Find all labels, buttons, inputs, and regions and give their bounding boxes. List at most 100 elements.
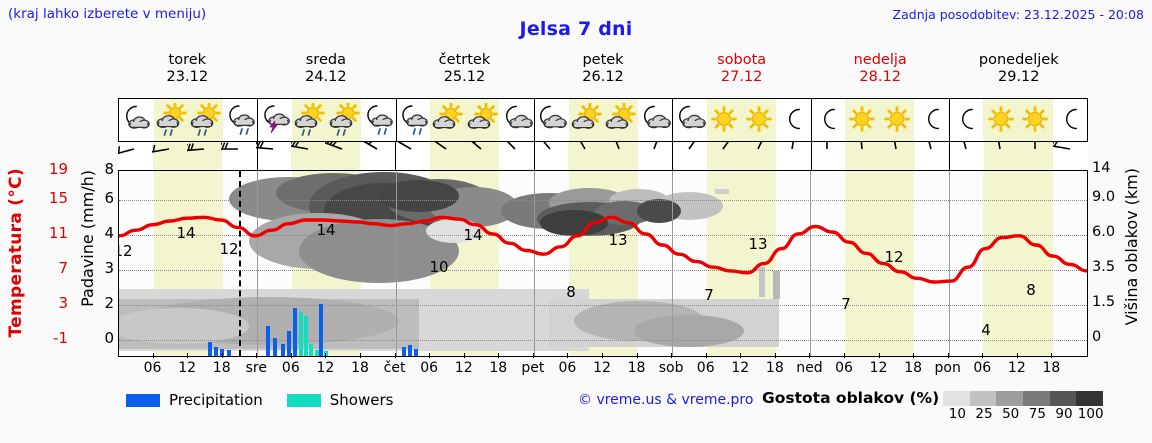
weather-icon-moon	[810, 99, 846, 141]
wind-barb	[255, 142, 292, 170]
wind-barb	[568, 142, 603, 170]
time-tick-label: pet	[521, 360, 545, 376]
wind-barb	[533, 142, 569, 170]
time-tick-label: 12	[869, 360, 888, 376]
time-tick-label: 18	[1042, 360, 1061, 376]
gridline-day	[396, 171, 397, 356]
weather-icon-sun-cloud	[568, 99, 604, 141]
time-tick-label: 12	[1007, 360, 1026, 376]
axis-tick-mark	[878, 353, 880, 358]
axis-tick: 1.5	[1092, 294, 1116, 311]
gridline-day	[810, 171, 811, 356]
temperature-value-label: 14	[176, 224, 196, 242]
weather-icon-sun	[879, 99, 915, 141]
weather-icon-night-cloud	[533, 99, 569, 141]
axis-tick: 15	[48, 188, 68, 207]
day-name: četrtek	[438, 52, 491, 68]
axis-tick-mark	[705, 353, 707, 358]
axis-tick: 9.0	[1092, 188, 1116, 205]
weather-icon-moon	[948, 99, 984, 141]
axis-tick-mark	[602, 353, 603, 358]
day-name: petek	[582, 52, 624, 68]
precipitation-bar	[266, 326, 270, 356]
precipitation-bar	[281, 344, 285, 356]
wind-barb	[915, 142, 950, 170]
axis-tick: -1	[53, 329, 68, 348]
axis-tick-mark	[567, 353, 569, 358]
day-header-2: četrtek 25.12	[395, 52, 534, 97]
axis-tick-mark	[360, 353, 361, 358]
axis-tick: 3.5	[1092, 258, 1116, 275]
cloud-density-tick-label: 25	[975, 406, 993, 422]
gridline-day	[672, 171, 673, 356]
temperature-value-label: 13	[748, 235, 768, 253]
wind-barb	[638, 142, 673, 170]
precipitation-axis-title: Padavine (mm/h)	[78, 170, 97, 307]
gridline-h	[119, 234, 1087, 236]
wind-barb	[325, 142, 361, 170]
cloud-density-tick-label: 75	[1028, 406, 1046, 422]
axis-tick: 6.0	[1092, 223, 1116, 240]
showers-bar	[299, 312, 303, 356]
temperature-value-label: 13	[608, 231, 628, 249]
gridline-h	[119, 199, 1087, 201]
time-tick-label: 12	[454, 360, 473, 376]
time-tick-label: ned	[796, 360, 823, 376]
wind-barb	[221, 142, 257, 170]
weather-icon-moon	[1053, 99, 1088, 141]
axis-tick-mark	[498, 353, 500, 358]
wind-barb	[741, 142, 777, 170]
axis-tick-mark	[844, 353, 845, 358]
temperature-tick-labels: 19 15 11 7 3 -1	[26, 160, 68, 357]
axis-tick-mark	[774, 353, 776, 358]
time-tick-label: 12	[593, 360, 611, 376]
axis-tick: 3	[58, 294, 68, 313]
gridline-day	[949, 171, 950, 356]
time-tick-label: 06	[558, 360, 577, 376]
temperature-value-label: 7	[841, 295, 851, 313]
wind-barb	[706, 142, 742, 170]
wind-barb-panel	[118, 142, 1088, 170]
weather-icon-sun	[741, 99, 776, 141]
day-band	[983, 171, 1019, 356]
axis-tick: 19	[48, 160, 68, 178]
wind-barb	[118, 142, 153, 170]
gridline-h	[119, 269, 1087, 271]
wind-barb	[1052, 142, 1088, 170]
day-name: nedelja	[853, 52, 907, 68]
time-tick-label: 18	[765, 360, 784, 376]
day-header-1: sreda 24.12	[257, 52, 396, 97]
axis-tick-mark	[429, 353, 431, 358]
precipitation-bar	[208, 342, 212, 356]
credit-link[interactable]: © vreme.us & vreme.pro	[578, 392, 754, 408]
day-name: torek	[168, 52, 207, 68]
wind-barb	[776, 142, 811, 170]
axis-tick-mark	[152, 353, 154, 358]
cloud-density-step	[1049, 391, 1077, 406]
weather-icon-sun	[706, 99, 742, 141]
wind-barb	[984, 142, 1019, 170]
time-tick-label: 06	[281, 360, 300, 376]
time-tick-label: 18	[212, 360, 231, 376]
axis-tick-mark	[187, 353, 189, 358]
wind-barb	[186, 142, 222, 170]
weather-icon-night-cloud	[672, 99, 707, 141]
weather-icon-night-cloud	[499, 99, 534, 141]
weather-icon-panel	[118, 98, 1088, 142]
day-name: ponedeljek	[978, 52, 1059, 68]
precipitation-bar	[287, 331, 291, 356]
axis-tick-mark	[671, 353, 673, 358]
cloud-density-tick-label: 10	[948, 406, 966, 422]
wind-barb	[464, 142, 500, 170]
legend-item-showers: Showers	[286, 391, 393, 409]
axis-tick-mark	[325, 353, 327, 358]
time-tick-label: 12	[178, 360, 197, 376]
wind-barb	[602, 142, 638, 170]
precipitation-bar	[293, 308, 297, 356]
axis-tick: 11	[48, 223, 68, 242]
time-tick-label: 06	[973, 360, 992, 376]
cloud-density-step	[943, 391, 970, 406]
temperature-value-label: 14	[463, 226, 483, 244]
day-header-0: torek 23.12	[118, 52, 257, 97]
temperature-value-label: 12	[119, 242, 133, 260]
